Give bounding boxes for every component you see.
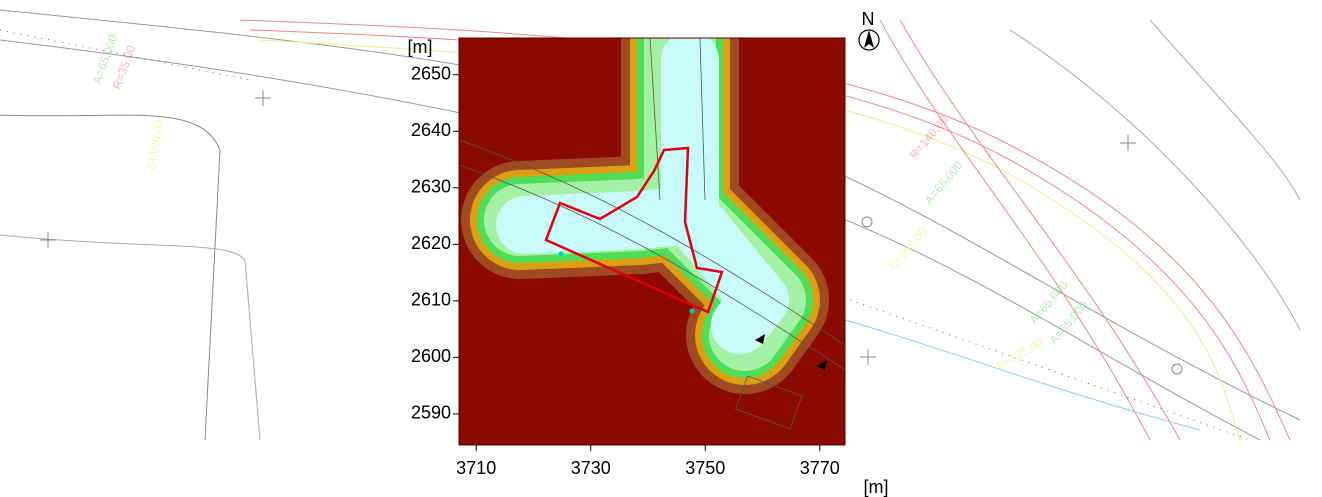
plot-frame — [458, 37, 846, 446]
y-tick-label: 2640 — [411, 120, 451, 140]
y-tick-label: 2620 — [411, 233, 451, 253]
point — [558, 251, 564, 257]
y-tick-label: 2600 — [411, 346, 451, 366]
point — [689, 308, 695, 314]
drawing-label: 0+125,00 — [995, 335, 1046, 372]
north-label: N — [862, 9, 875, 29]
y-tick-label: 2610 — [411, 290, 451, 310]
x-tick-label: 3730 — [571, 458, 611, 478]
axes: 3710 3730 3750 3770 2590 2600 2610 2620 2630 2640… — [411, 63, 840, 477]
y-tick-label: 2590 — [411, 403, 451, 423]
x-axis-label: [m] — [864, 477, 889, 497]
x-tick-label: 3770 — [800, 458, 840, 478]
building-outline — [544, 146, 724, 314]
y-axis-label: [m] — [408, 37, 433, 57]
cad-overlay — [459, 38, 845, 430]
north-arrow — [858, 29, 880, 51]
y-tick-label: 2650 — [411, 63, 451, 83]
contour-bands — [461, 38, 829, 394]
y-tick-label: 2630 — [411, 177, 451, 197]
x-tick-label: 3710 — [456, 458, 496, 478]
drawing-label: 0+100,00 — [144, 118, 167, 170]
drawing-label: A=65,000 — [922, 158, 966, 207]
drawing-label: 0+150,00 — [887, 224, 930, 272]
markers — [755, 334, 827, 370]
plot-area — [459, 38, 845, 445]
drawing-label: R=140,00 — [907, 113, 952, 162]
x-tick-label: 3750 — [685, 458, 725, 478]
